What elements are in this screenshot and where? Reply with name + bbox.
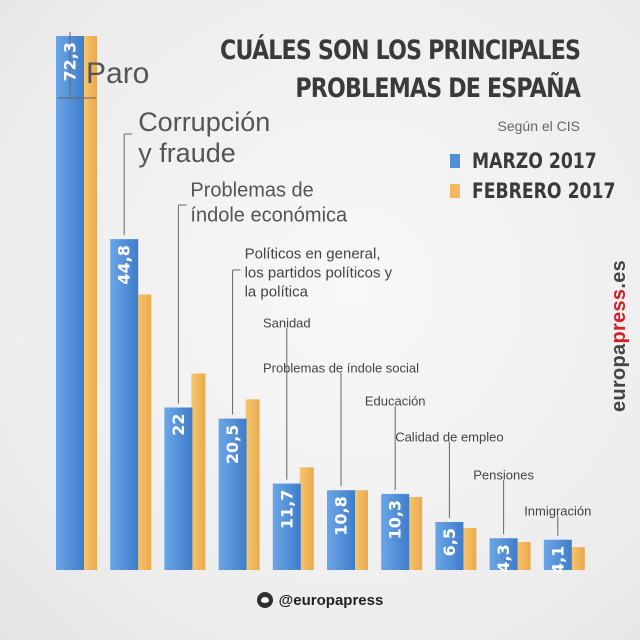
category-label-3-line-2: la política bbox=[245, 283, 309, 300]
bar-febrero-7 bbox=[462, 527, 477, 570]
europapress-logo-text: europapress.es bbox=[608, 259, 630, 412]
value-label-1: 44,8 bbox=[115, 245, 134, 284]
category-label-1-line-0: Corrupción bbox=[138, 107, 270, 137]
bar-febrero-4 bbox=[299, 467, 314, 570]
legend-swatch-february bbox=[450, 184, 460, 198]
category-label-2-line-1: índole económica bbox=[190, 205, 348, 227]
bar-marzo-4 bbox=[272, 483, 301, 570]
category-label-2-line-0: Problemas de bbox=[190, 180, 313, 202]
bar-marzo-7 bbox=[435, 521, 464, 570]
category-label-1-line-1: y fraude bbox=[138, 138, 236, 168]
category-label-6-line-0: Educación bbox=[365, 394, 426, 409]
bar-marzo-6 bbox=[381, 493, 410, 570]
value-label-5: 10,8 bbox=[332, 496, 351, 535]
category-label-3-line-0: Políticos en general, bbox=[245, 245, 381, 262]
category-label-3-line-1: los partidos políticos y bbox=[245, 264, 393, 281]
twitter-icon bbox=[256, 592, 273, 608]
category-label-4-line-0: Sanidad bbox=[263, 316, 311, 331]
bar-febrero-5 bbox=[354, 490, 368, 570]
value-label-4: 11,7 bbox=[277, 490, 296, 529]
legend-label-march: MARZO 2017 bbox=[472, 149, 597, 173]
bar-marzo-1 bbox=[110, 239, 139, 570]
value-label-0: 72,3 bbox=[61, 42, 80, 81]
bar-marzo-5 bbox=[327, 490, 355, 570]
value-label-3: 20,5 bbox=[223, 425, 242, 464]
value-label-2: 22 bbox=[169, 414, 188, 436]
bar-marzo-8 bbox=[489, 538, 518, 570]
legend-item-march: MARZO 2017 bbox=[450, 146, 597, 176]
chart-subtitle: Según el CIS bbox=[497, 118, 581, 134]
bar-febrero-8 bbox=[516, 541, 531, 570]
value-label-6: 10,3 bbox=[386, 500, 405, 539]
category-label-8-line-0: Pensiones bbox=[473, 468, 534, 483]
category-label-5-line-0: Problemas de índole social bbox=[263, 361, 419, 376]
category-label-0-line-0: Paro bbox=[86, 57, 149, 90]
bar-marzo-2 bbox=[164, 407, 193, 570]
chart-title: CUÁLES SON LOS PRINCIPALES PROBLEMAS DE … bbox=[219, 32, 581, 108]
twitter-handle[interactable]: @europapress bbox=[0, 592, 640, 609]
legend-item-february: FEBRERO 2017 bbox=[450, 176, 616, 206]
bar-marzo-9 bbox=[543, 539, 572, 570]
value-label-9: 4,1 bbox=[548, 546, 567, 574]
value-label-7: 6,5 bbox=[440, 528, 459, 556]
bar-febrero-0 bbox=[83, 36, 97, 570]
bar-febrero-3 bbox=[245, 399, 260, 570]
chart-title-line-2: PROBLEMAS DE ESPAÑA bbox=[295, 73, 581, 104]
category-label-7-line-0: Calidad de empleo bbox=[395, 430, 503, 445]
bar-febrero-1 bbox=[137, 294, 152, 570]
bar-marzo-0 bbox=[56, 36, 84, 570]
bar-febrero-9 bbox=[570, 547, 585, 570]
legend-label-february: FEBRERO 2017 bbox=[472, 179, 616, 203]
bar-febrero-2 bbox=[191, 373, 206, 570]
bar-febrero-6 bbox=[408, 496, 423, 570]
bar-marzo-3 bbox=[218, 418, 247, 570]
chart-legend: MARZO 2017 FEBRERO 2017 bbox=[450, 146, 616, 206]
category-label-9-line-0: Inmigración bbox=[524, 504, 591, 519]
twitter-handle-text: @europapress bbox=[278, 592, 384, 609]
chart-title-line-1: CUÁLES SON LOS PRINCIPALES bbox=[219, 35, 581, 66]
value-label-8: 4,3 bbox=[494, 544, 513, 572]
legend-swatch-march bbox=[450, 154, 460, 168]
